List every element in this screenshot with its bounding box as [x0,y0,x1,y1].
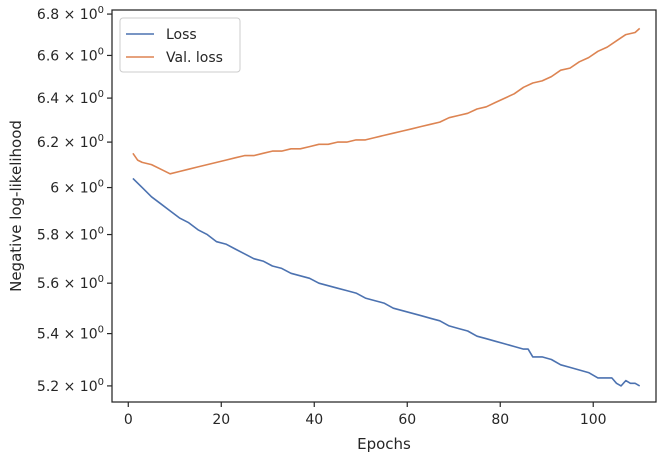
y-tick-label: 6.2 × 100 [37,133,104,151]
x-axis-ticks: 0 20 40 60 80 100 [124,402,607,428]
y-tick-label: 5.8 × 100 [37,226,104,244]
y-tick-label: 5.2 × 100 [37,377,104,395]
series-line-loss [132,177,641,387]
legend-label-loss: Loss [166,27,197,43]
y-axis-label: Negative log-likelihood [7,120,25,292]
series-layer [132,27,641,387]
axes-frame [111,9,657,403]
legend-label-val-loss: Val. loss [166,50,223,66]
x-tick-label: 60 [398,412,416,428]
x-tick-label: 40 [305,412,323,428]
x-axis-label: Epochs [357,435,411,453]
legend-box [119,17,241,73]
x-tick-label: 20 [212,412,230,428]
x-tick-label: 100 [580,412,607,428]
y-tick-label: 6.6 × 100 [37,46,104,64]
plot-area [111,9,657,403]
y-tick-label: 6.8 × 100 [37,5,104,23]
x-tick-label: 0 [124,412,133,428]
y-axis-ticks: 5.2 × 100 5.4 × 100 5.6 × 100 5.8 × 100 6 × … [37,5,112,395]
series-line-val-loss [132,27,641,175]
y-tick-label: 6.4 × 100 [37,89,104,107]
y-tick-label: 5.6 × 100 [37,274,104,292]
y-tick-label: 5.4 × 100 [37,325,104,343]
legend: Loss Val. loss [119,17,241,73]
y-tick-label: 6 × 100 [50,179,104,197]
x-tick-label: 80 [491,412,509,428]
